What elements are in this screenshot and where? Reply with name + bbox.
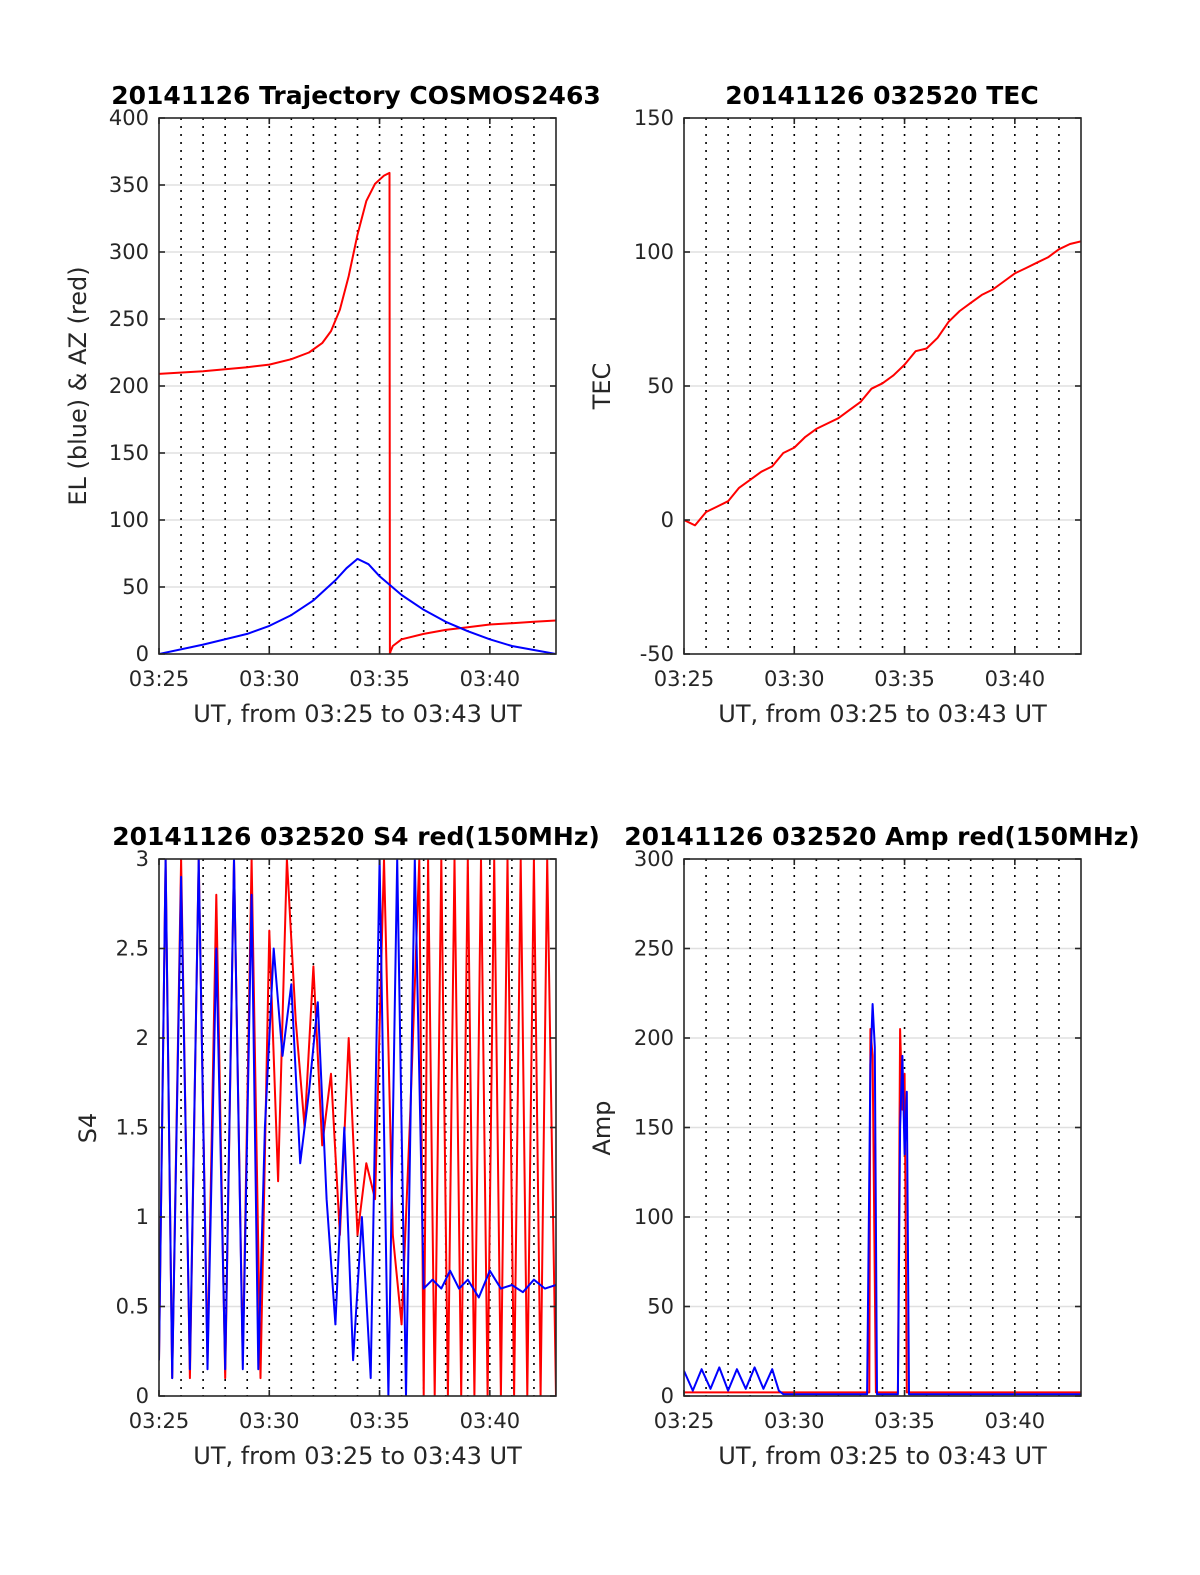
x-tick-label: 03:35 bbox=[349, 667, 410, 691]
x-tick-label: 03:40 bbox=[985, 1409, 1046, 1433]
series-line-1 bbox=[159, 171, 556, 654]
x-tick-label: 03:25 bbox=[129, 667, 190, 691]
x-tick-label: 03:25 bbox=[654, 1409, 715, 1433]
y-tick-label: 200 bbox=[109, 374, 149, 398]
y-axis-label: S4 bbox=[74, 1113, 102, 1144]
y-tick-label: 0.5 bbox=[116, 1295, 149, 1319]
x-tick-label: 03:30 bbox=[239, 667, 300, 691]
x-axis-label: UT, from 03:25 to 03:43 UT bbox=[193, 700, 522, 728]
y-tick-label: 100 bbox=[634, 1205, 674, 1229]
y-tick-label: 0 bbox=[136, 642, 149, 666]
y-axis-label: EL (blue) & AZ (red) bbox=[64, 266, 92, 505]
chart-title: 20141126 032520 S4 red(150MHz) bbox=[112, 822, 600, 851]
y-tick-label: 1 bbox=[136, 1205, 149, 1229]
y-tick-label: 50 bbox=[122, 575, 149, 599]
y-tick-label: 150 bbox=[634, 1116, 674, 1140]
y-axis-label: Amp bbox=[588, 1100, 616, 1155]
chart-title: 20141126 032520 Amp red(150MHz) bbox=[624, 822, 1140, 851]
x-axis-label: UT, from 03:25 to 03:43 UT bbox=[718, 700, 1047, 728]
y-tick-label: 0 bbox=[136, 1384, 149, 1408]
chart-title: 20141126 032520 TEC bbox=[725, 81, 1038, 110]
y-tick-label: 150 bbox=[109, 441, 149, 465]
y-tick-label: 100 bbox=[109, 508, 149, 532]
x-tick-label: 03:35 bbox=[349, 1409, 410, 1433]
x-tick-label: 03:40 bbox=[460, 667, 521, 691]
x-tick-label: 03:30 bbox=[239, 1409, 300, 1433]
y-tick-label: 250 bbox=[109, 307, 149, 331]
chart-title: 20141126 Trajectory COSMOS2463 bbox=[111, 81, 601, 110]
y-tick-label: 50 bbox=[647, 374, 674, 398]
y-tick-label: 2 bbox=[136, 1026, 149, 1050]
x-tick-label: 03:35 bbox=[874, 1409, 935, 1433]
chart-panel-1: 0 50 100 150 200 250 300 350 400 03:25 03:30 03:35 0… bbox=[64, 81, 601, 728]
y-tick-label: 400 bbox=[109, 106, 149, 130]
y-tick-label: 250 bbox=[634, 937, 674, 961]
x-tick-label: 03:30 bbox=[764, 667, 825, 691]
x-tick-label: 03:35 bbox=[874, 667, 935, 691]
y-tick-label: 2.5 bbox=[116, 937, 149, 961]
y-axis-label: TEC bbox=[588, 363, 616, 411]
series-line-2 bbox=[159, 557, 556, 654]
y-tick-label: 300 bbox=[634, 847, 674, 871]
x-axis-label: UT, from 03:25 to 03:43 UT bbox=[193, 1442, 522, 1470]
y-tick-label: 300 bbox=[109, 240, 149, 264]
y-tick-label: 350 bbox=[109, 173, 149, 197]
chart-panel-2: -50 0 50 100 150 03:25 03:30 03:35 03:40 20141126… bbox=[588, 81, 1082, 728]
x-axis-label: UT, from 03:25 to 03:43 UT bbox=[718, 1442, 1047, 1470]
y-tick-label: 0 bbox=[661, 1384, 674, 1408]
x-tick-label: 03:40 bbox=[460, 1409, 521, 1433]
y-tick-label: 200 bbox=[634, 1026, 674, 1050]
y-tick-label: 1.5 bbox=[116, 1116, 149, 1140]
x-tick-label: 03:40 bbox=[985, 667, 1046, 691]
x-tick-label: 03:30 bbox=[764, 1409, 825, 1433]
x-tick-label: 03:25 bbox=[654, 667, 715, 691]
x-tick-label: 03:25 bbox=[129, 1409, 190, 1433]
series-line-2 bbox=[684, 1003, 1081, 1396]
series-line-2 bbox=[159, 859, 556, 1396]
y-tick-label: 0 bbox=[661, 508, 674, 532]
y-tick-label: 50 bbox=[647, 1295, 674, 1319]
y-tick-label: 3 bbox=[136, 847, 149, 871]
y-tick-label: 100 bbox=[634, 240, 674, 264]
chart-panel-4: 0 50 100 150 200 250 300 03:25 03:30 03:35 03:40 20… bbox=[588, 822, 1140, 1470]
series-line-1 bbox=[684, 240, 1081, 527]
y-tick-label: -50 bbox=[640, 642, 674, 666]
y-tick-label: 150 bbox=[634, 106, 674, 130]
chart-panel-3: 0 0.5 1 1.5 2 2.5 3 03:25 03:30 03:35 03:40 2014112… bbox=[74, 822, 600, 1470]
